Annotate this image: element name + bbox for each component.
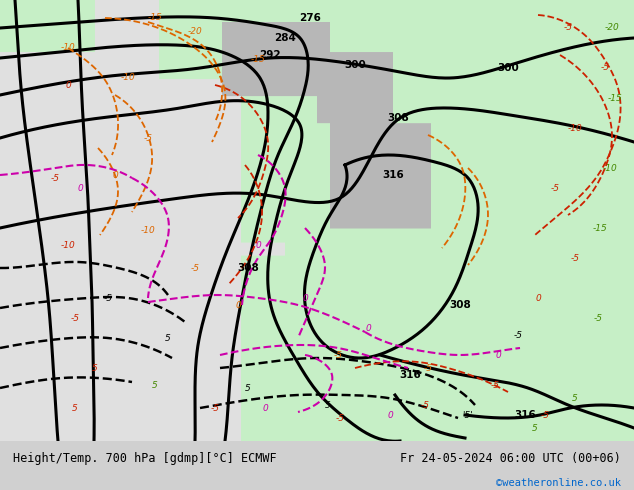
Text: -10: -10	[603, 164, 618, 172]
Text: -5: -5	[143, 133, 153, 143]
Text: -10: -10	[61, 44, 75, 52]
Text: -10: -10	[61, 241, 75, 249]
Text: Height/Temp. 700 hPa [gdmp][°C] ECMWF: Height/Temp. 700 hPa [gdmp][°C] ECMWF	[13, 452, 276, 465]
Text: 300: 300	[497, 63, 519, 73]
Text: -5: -5	[70, 314, 79, 322]
Text: 316: 316	[382, 170, 404, 180]
Text: 308: 308	[387, 113, 409, 123]
Text: -5: -5	[593, 314, 602, 322]
Text: -5: -5	[190, 264, 200, 272]
Text: -5: -5	[550, 183, 559, 193]
Text: 316: 316	[399, 370, 421, 380]
Text: 0: 0	[535, 294, 541, 302]
Text: 0: 0	[235, 300, 241, 310]
Text: -5: -5	[51, 173, 60, 182]
Text: 0: 0	[495, 350, 501, 360]
Text: -15: -15	[593, 223, 607, 232]
Text: 0: 0	[302, 294, 308, 302]
Text: 284: 284	[274, 33, 296, 43]
Text: 316: 316	[514, 410, 536, 420]
Text: 292: 292	[259, 50, 281, 60]
Text: 0: 0	[387, 411, 393, 419]
Text: 308: 308	[449, 300, 471, 310]
Text: -10: -10	[567, 123, 583, 132]
Text: -10: -10	[120, 74, 136, 82]
Text: 0: 0	[255, 241, 261, 249]
Text: -15: -15	[607, 94, 623, 102]
Text: -20: -20	[605, 24, 619, 32]
Text: 5: 5	[152, 381, 158, 390]
Text: '5': '5'	[463, 411, 474, 419]
Text: -5: -5	[541, 411, 550, 419]
Text: ©weatheronline.co.uk: ©weatheronline.co.uk	[496, 478, 621, 488]
Text: 0: 0	[112, 171, 118, 179]
Text: -5: -5	[571, 253, 579, 263]
Text: 276: 276	[299, 13, 321, 23]
Text: -5: -5	[210, 403, 219, 413]
Text: 5: 5	[92, 364, 98, 372]
Text: 5: 5	[245, 384, 251, 392]
Text: 5: 5	[572, 393, 578, 402]
Text: -5: -5	[600, 64, 609, 73]
Text: 5: 5	[325, 400, 331, 410]
Text: -10: -10	[141, 225, 155, 235]
Text: -20: -20	[188, 27, 202, 36]
Text: -5: -5	[420, 400, 429, 410]
Text: 5: 5	[532, 423, 538, 433]
Text: 0: 0	[77, 183, 83, 193]
Text: 300: 300	[344, 60, 366, 70]
Text: 0: 0	[65, 80, 71, 90]
Text: -5: -5	[103, 294, 112, 302]
Text: -5: -5	[564, 24, 573, 32]
Text: -5: -5	[424, 364, 432, 372]
Text: -5: -5	[514, 330, 522, 340]
Text: 5: 5	[165, 334, 171, 343]
Text: -15: -15	[250, 55, 266, 65]
Text: 5: 5	[72, 403, 78, 413]
Text: -5: -5	[333, 350, 342, 360]
Text: Fr 24-05-2024 06:00 UTC (00+06): Fr 24-05-2024 06:00 UTC (00+06)	[401, 452, 621, 465]
Text: -5: -5	[335, 414, 344, 422]
Text: -15: -15	[148, 14, 162, 23]
Text: -5: -5	[491, 381, 500, 390]
Text: 0: 0	[262, 403, 268, 413]
Text: 308: 308	[237, 263, 259, 273]
Text: 0: 0	[365, 323, 371, 333]
